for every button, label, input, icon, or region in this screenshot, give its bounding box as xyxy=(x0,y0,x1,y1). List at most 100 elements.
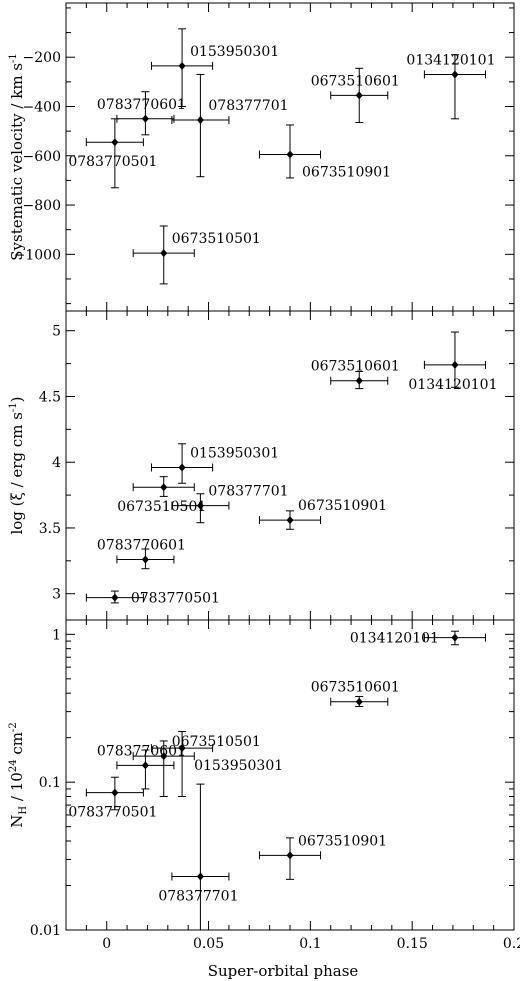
point-label: 0783770601 xyxy=(97,97,186,113)
diamond-marker xyxy=(196,116,204,125)
point-label: 0673510901 xyxy=(298,833,387,849)
data-point: 0153950301 xyxy=(151,443,279,484)
y-axis-title: Systematic velocity / km s-1 xyxy=(8,53,26,261)
y-axis-title-part: log (ξ / erg cm s xyxy=(8,412,26,534)
data-point: 0673510601 xyxy=(311,680,400,707)
data-point: 0134120101 xyxy=(408,331,497,393)
y-axis-title-part: cm xyxy=(8,732,26,759)
point-label: 0673510501 xyxy=(172,231,261,247)
y-tick-label: −400 xyxy=(23,99,61,115)
point-label: 078377701 xyxy=(158,889,238,905)
diamond-marker xyxy=(178,61,186,70)
diamond-marker xyxy=(141,555,149,564)
point-label: 0673510501 xyxy=(172,734,261,750)
point-label: 0153950301 xyxy=(194,758,283,774)
data-point: 0783770601 xyxy=(97,538,186,570)
y-tick-label: 1 xyxy=(52,627,61,643)
panel-bottom: 0.01 0.1 1 NH / 1024 cm-2 0783770501 07837706… xyxy=(8,619,520,952)
point-label: 0673510601 xyxy=(311,359,400,375)
diamond-marker xyxy=(451,70,459,79)
data-point: 0673510901 xyxy=(258,498,387,530)
data-point: 0673510901 xyxy=(258,833,387,880)
diamond-marker xyxy=(286,516,294,525)
y-axis-title-part: H xyxy=(18,806,29,815)
y-axis-title-part: ) xyxy=(8,396,26,402)
y-tick-label: 3 xyxy=(52,587,61,603)
x-tick-label: 0.15 xyxy=(397,936,428,952)
diamond-marker xyxy=(178,463,186,472)
x-tick-label: 0 xyxy=(102,936,111,952)
diamond-marker xyxy=(355,376,363,385)
data-point: 078377701 xyxy=(171,73,289,178)
point-label: 0673510901 xyxy=(302,165,391,181)
diamond-marker xyxy=(355,91,363,100)
x-tick-label: 0.05 xyxy=(193,936,224,952)
point-label: 0783770601 xyxy=(97,538,186,554)
data-point: 078377701 xyxy=(171,484,289,524)
plot-frame xyxy=(65,619,515,931)
y-tick-label: 0.1 xyxy=(39,775,61,791)
y-tick-label: −800 xyxy=(23,198,61,214)
diamond-marker xyxy=(111,138,119,147)
y-axis-title-part: / 10 xyxy=(8,772,26,806)
y-axis-title-part: -1 xyxy=(8,53,19,63)
y-axis-title-part: -2 xyxy=(8,722,19,732)
y-axis-title-part: -1 xyxy=(8,402,19,412)
data-point: 0783770501 xyxy=(68,776,157,821)
point-label: 0783770501 xyxy=(68,805,157,821)
diamond-marker xyxy=(111,593,119,602)
point-label: 0673510501 xyxy=(117,499,206,515)
point-label: 078377701 xyxy=(208,98,288,114)
point-label: 0134120101 xyxy=(350,631,439,647)
diamond-marker xyxy=(286,150,294,159)
x-tick-label: 0.2 xyxy=(503,936,520,952)
plot-frame xyxy=(65,310,515,621)
data-point: 0783770601 xyxy=(97,91,186,136)
point-label: 0783770501 xyxy=(131,591,220,607)
data-point: 0673510601 xyxy=(311,359,400,390)
data-point: 0783770601 xyxy=(97,743,186,790)
y-axis-title: NH / 1024 cm-2 xyxy=(8,722,29,827)
data-point: 0673510601 xyxy=(311,67,400,124)
point-label: 0134120101 xyxy=(406,52,495,68)
data-point: 0673510501 xyxy=(132,734,261,797)
diamond-marker xyxy=(160,483,168,492)
diamond-marker xyxy=(178,744,186,753)
data-point: 0673510901 xyxy=(258,124,391,181)
diamond-marker xyxy=(196,501,204,510)
data-point: 0134120101 xyxy=(406,52,495,120)
panel-middle: 3 3.5 4 4.5 5 log (ξ / erg cm s-1) 0783770501 0… xyxy=(8,310,515,621)
y-tick-label: 4.5 xyxy=(39,389,61,405)
point-label: 0783770501 xyxy=(68,154,157,170)
data-point: 0153950301 xyxy=(151,731,283,797)
point-label: 0673510601 xyxy=(311,680,400,696)
point-label: 0153950301 xyxy=(190,44,279,60)
point-label: 0153950301 xyxy=(190,445,279,461)
point-label: 0134120101 xyxy=(408,377,497,393)
diamond-marker xyxy=(141,114,149,123)
data-point: 078377701 xyxy=(158,783,238,930)
y-tick-label: −200 xyxy=(23,50,61,66)
x-axis-title: Super-orbital phase xyxy=(208,962,359,980)
y-axis-title-part: N xyxy=(8,815,26,828)
diamond-marker xyxy=(451,360,459,369)
point-label: 078377701 xyxy=(208,484,288,500)
diamond-marker xyxy=(355,697,363,706)
diamond-marker xyxy=(160,752,168,761)
y-axis-title: log (ξ / erg cm s-1) xyxy=(8,396,26,534)
data-point: 0783770501 xyxy=(85,590,220,607)
diamond-marker xyxy=(286,851,294,860)
diamond-marker xyxy=(451,633,459,642)
data-point: 0153950301 xyxy=(151,28,279,107)
diamond-marker xyxy=(196,872,204,881)
y-tick-label: −1000 xyxy=(14,247,61,263)
x-tick-label: 0.1 xyxy=(299,936,321,952)
data-point: 0673510501 xyxy=(117,476,206,515)
point-label: 0673510901 xyxy=(298,498,387,514)
y-tick-label: −600 xyxy=(23,149,61,165)
y-axis-title-part: Systematic velocity / km s xyxy=(8,63,26,261)
diamond-marker xyxy=(111,788,119,797)
y-axis-title-part: 24 xyxy=(8,759,19,772)
